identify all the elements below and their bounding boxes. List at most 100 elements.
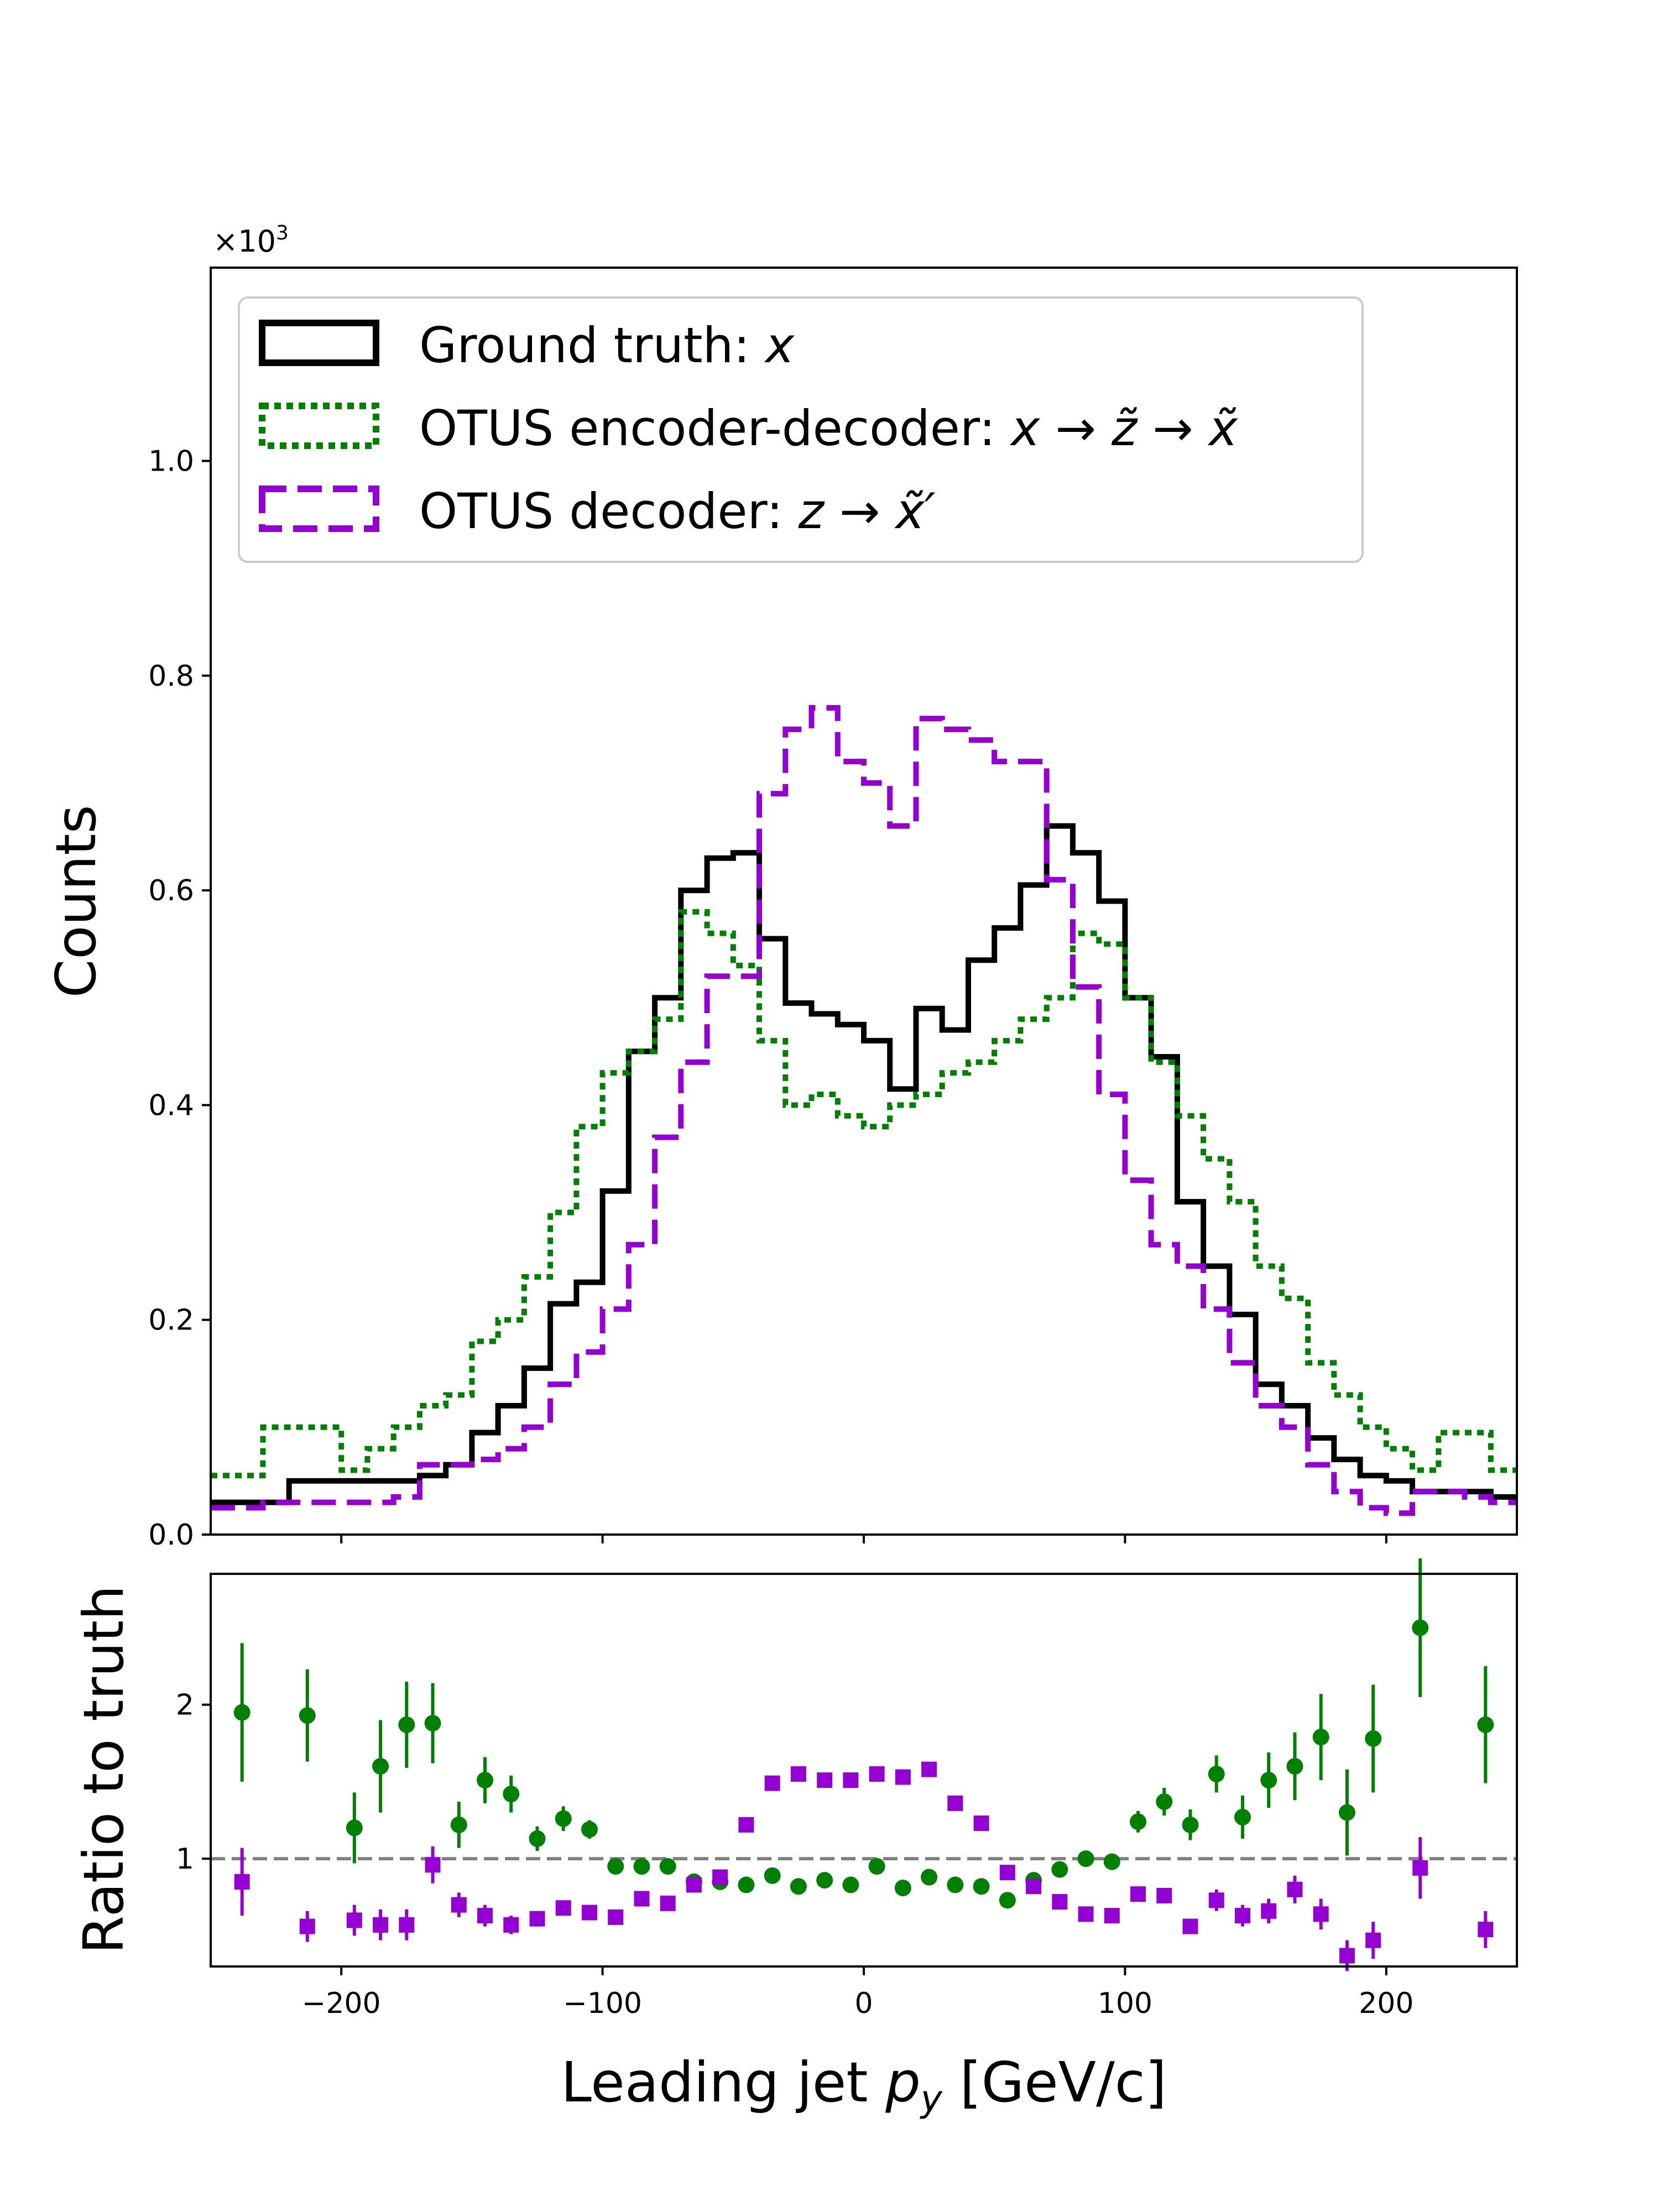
ratio-point-decoder (712, 1869, 728, 1885)
ratio-point-decoder (1234, 1908, 1250, 1924)
ratio-point-decoder (1313, 1906, 1329, 1922)
ratio-point-encoder-decoder (764, 1867, 781, 1884)
ratio-point-encoder-decoder (1130, 1813, 1147, 1830)
ratio-point-decoder (764, 1775, 780, 1791)
ratio-point-decoder (1026, 1879, 1042, 1895)
ratio-y-tick-label: 1 (176, 1843, 194, 1876)
ratio-point-decoder (1156, 1887, 1172, 1903)
ratio-point-encoder-decoder (633, 1858, 650, 1875)
ratio-point-encoder-decoder (816, 1872, 833, 1889)
ratio-point-decoder (1365, 1932, 1381, 1948)
legend-box (238, 296, 1364, 563)
ratio-point-encoder-decoder (973, 1878, 990, 1895)
legend-label-encoder-decoder: OTUS encoder-decoder: x → z̃ → x̃ (419, 400, 1238, 457)
ratio-point-encoder-decoder (555, 1810, 572, 1827)
ratio-y-axis: 12 (176, 1689, 211, 1876)
ratio-point-encoder-decoder (1234, 1808, 1251, 1825)
ratio-point-decoder (895, 1769, 911, 1785)
legend-swatch-decoder (259, 486, 379, 532)
ratio-point-encoder-decoder (581, 1821, 598, 1838)
histogram-line-ground-truth (211, 823, 1517, 1505)
ratio-point-encoder-decoder (921, 1869, 938, 1886)
ratio-point-encoder-decoder (1051, 1861, 1068, 1878)
ratio-point-decoder (581, 1905, 597, 1921)
ratio-point-decoder (790, 1766, 806, 1782)
ratio-point-encoder-decoder (1156, 1793, 1173, 1811)
ratio-point-decoder (477, 1908, 493, 1924)
ratio-point-encoder-decoder (947, 1876, 964, 1893)
ratio-point-decoder (1412, 1860, 1428, 1876)
ratio-point-decoder (373, 1917, 389, 1933)
legend: Ground truth: x OTUS encoder-decoder: x … (238, 296, 1364, 563)
main-y-tick-label: 0.2 (148, 1304, 194, 1337)
ratio-point-decoder (999, 1865, 1015, 1881)
ratio-point-encoder-decoder (607, 1858, 624, 1875)
ratio-point-encoder-decoder (529, 1830, 546, 1847)
ratio-point-decoder (1130, 1886, 1146, 1902)
ratio-point-decoder (608, 1909, 624, 1925)
ratio-point-decoder (346, 1912, 362, 1928)
ratio-point-decoder (529, 1911, 545, 1927)
ratio-point-decoder (1104, 1908, 1120, 1924)
ratio-point-encoder-decoder (999, 1892, 1016, 1909)
ratio-points-group (233, 1558, 1494, 1971)
ratio-point-encoder-decoder (868, 1858, 885, 1875)
ratio-point-decoder (555, 1900, 571, 1916)
ratio-point-decoder (234, 1874, 250, 1890)
ratio-point-encoder-decoder (1260, 1772, 1277, 1789)
ratio-point-decoder (686, 1877, 702, 1893)
ratio-point-encoder-decoder (1103, 1853, 1120, 1870)
ratio-point-decoder (973, 1815, 989, 1832)
ratio-point-decoder (299, 1918, 315, 1934)
ratio-point-encoder-decoder (894, 1880, 911, 1896)
ratio-point-decoder (399, 1917, 415, 1933)
ratio-x-tick-label: 0 (854, 1987, 873, 2020)
ratio-point-encoder-decoder (1077, 1850, 1094, 1867)
x-axis-title: Leading jet py [GeV/c] (561, 2050, 1166, 2120)
ratio-point-encoder-decoder (372, 1758, 389, 1775)
ratio-point-encoder-decoder (1312, 1729, 1329, 1746)
ratio-point-encoder-decoder (477, 1772, 494, 1789)
ratio-point-decoder (1052, 1894, 1068, 1910)
main-y-tick-label: 0.8 (148, 660, 194, 693)
ratio-point-encoder-decoder (1412, 1619, 1429, 1636)
ratio-point-decoder (451, 1897, 467, 1913)
ratio-x-axis: −200 −100 0 100 200 (302, 1966, 1413, 2020)
main-y-tick-label: 0.6 (148, 874, 194, 907)
ratio-point-decoder (869, 1766, 885, 1782)
ratio-point-encoder-decoder (233, 1704, 251, 1721)
ratio-point-encoder-decoder (738, 1876, 755, 1893)
ratio-point-decoder (660, 1895, 676, 1911)
ratio-point-encoder-decoder (790, 1878, 807, 1895)
histogram-line-encoder-decoder (211, 909, 1517, 1479)
histogram-series-group (211, 705, 1517, 1516)
ratio-point-decoder (1182, 1918, 1198, 1934)
ratio-point-encoder-decoder (1477, 1716, 1494, 1733)
ratio-y-axis-title: Ratio to truth (71, 1585, 136, 1954)
ratio-y-tick-label: 2 (176, 1689, 194, 1722)
main-y-tick-label: 0.4 (148, 1089, 194, 1122)
ratio-point-decoder (1287, 1881, 1303, 1897)
ratio-point-encoder-decoder (1338, 1804, 1355, 1821)
ratio-point-decoder (921, 1761, 937, 1777)
ratio-point-decoder (817, 1772, 833, 1788)
ratio-x-tick-label: −200 (302, 1987, 381, 2020)
main-y-tick-label: 1.0 (148, 445, 194, 478)
ratio-point-decoder (634, 1891, 650, 1907)
ratio-point-decoder (1339, 1948, 1355, 1964)
legend-label-decoder: OTUS decoder: z → x̃′ (419, 483, 936, 540)
ratio-point-decoder (843, 1772, 859, 1788)
main-y-axis-title: Counts (44, 805, 108, 998)
ratio-x-tick-label: 100 (1098, 1987, 1152, 2020)
ratio-point-encoder-decoder (450, 1816, 467, 1833)
ratio-point-decoder (738, 1817, 754, 1833)
main-histogram-panel: 0.0 0.2 0.4 0.6 0.8 1.0 ×103 Counts Ground tr… (44, 222, 1518, 1552)
ratio-point-decoder (503, 1917, 519, 1933)
ratio-point-encoder-decoder (659, 1858, 676, 1875)
ratio-point-encoder-decoder (424, 1715, 441, 1732)
y-multiplier-label: ×103 (213, 222, 289, 259)
ratio-point-encoder-decoder (1208, 1765, 1225, 1782)
main-y-axis: 0.0 0.2 0.4 0.6 0.8 1.0 (148, 445, 1387, 1552)
ratio-point-encoder-decoder (1365, 1730, 1382, 1747)
